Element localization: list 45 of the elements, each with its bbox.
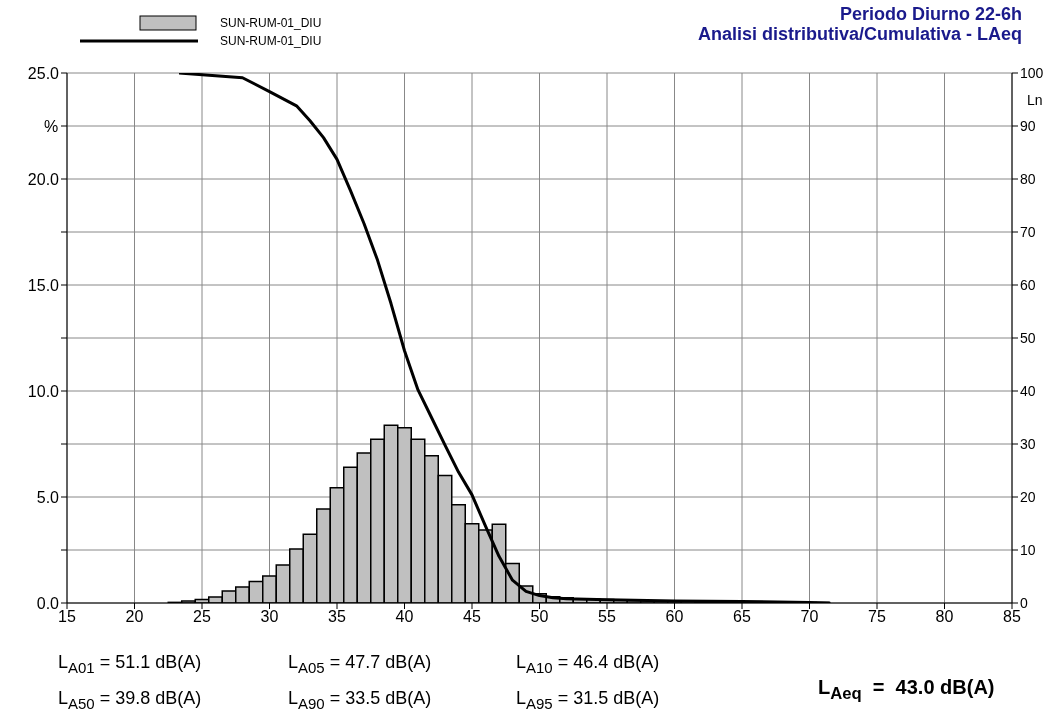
x-tick-label: 85	[1003, 608, 1021, 626]
text: L$_{A05}$ = 47.7 dB(A)	[288, 652, 433, 676]
y2-tick-label: 0	[1020, 594, 1028, 611]
y2-tick-label: 80	[1020, 170, 1036, 187]
y-tick-label: 25.0	[27, 64, 60, 82]
y-tick-label: 5.0	[36, 488, 60, 506]
text: L$_{A01}$ = 51.1 dB(A)	[58, 652, 203, 676]
y2-tick-label: 100	[1020, 64, 1044, 81]
y-tick-label: 20.0	[27, 170, 60, 188]
x-tick-label: 70	[800, 608, 819, 626]
y2-tick-label: 40	[1020, 382, 1036, 399]
y2-tick-label: 60	[1020, 276, 1036, 293]
y2-tick-label: 20	[1020, 488, 1036, 505]
x-tick-label: 30	[260, 608, 279, 626]
y2-tick-label: 70	[1020, 223, 1036, 240]
text: L$_{A10}$ = 46.4 dB(A)	[516, 652, 661, 676]
text: L$_{A50}$ = 39.8 dB(A)	[58, 687, 203, 712]
y-tick-label: 10.0	[27, 382, 60, 400]
text: L$_{A90}$ = 33.5 dB(A)	[288, 687, 433, 712]
text: L$_{Aeq}$ = 43.0 dB(A)	[818, 676, 995, 704]
legend-label: SUN-RUM-01_DIU	[220, 16, 322, 30]
y2-tick-label: 30	[1020, 435, 1036, 452]
chart-subtitle: Analisi distributiva/Cumulativa - LAeq	[697, 24, 1022, 44]
x-tick-label: 45	[463, 608, 481, 626]
y-axis-title: %	[44, 118, 59, 136]
x-tick-label: 80	[935, 608, 954, 626]
y-tick-label: 0.0	[36, 594, 60, 612]
y-tick-label: 15.0	[27, 276, 60, 294]
x-tick-label: 55	[598, 608, 616, 626]
x-tick-label: 40	[395, 608, 414, 626]
y2-tick-label: 10	[1020, 541, 1036, 558]
x-tick-label: 35	[328, 608, 346, 626]
y2-tick-label: 90	[1020, 117, 1036, 134]
y2-axis-title: Ln	[1027, 92, 1043, 108]
chart-title: Periodo Diurno 22-6h	[838, 4, 1022, 24]
x-tick-label: 75	[868, 608, 886, 626]
x-tick-label: 50	[530, 608, 549, 626]
x-tick-label: 20	[125, 608, 144, 626]
x-tick-label: 65	[733, 608, 751, 626]
text: L$_{A95}$ = 31.5 dB(A)	[516, 687, 661, 712]
y2-tick-label: 50	[1020, 329, 1036, 346]
x-tick-label: 25	[193, 608, 211, 626]
x-tick-label: 60	[665, 608, 684, 626]
x-tick-label: 15	[58, 608, 76, 626]
text: SUN-RUM-01_DIU	[220, 34, 322, 48]
